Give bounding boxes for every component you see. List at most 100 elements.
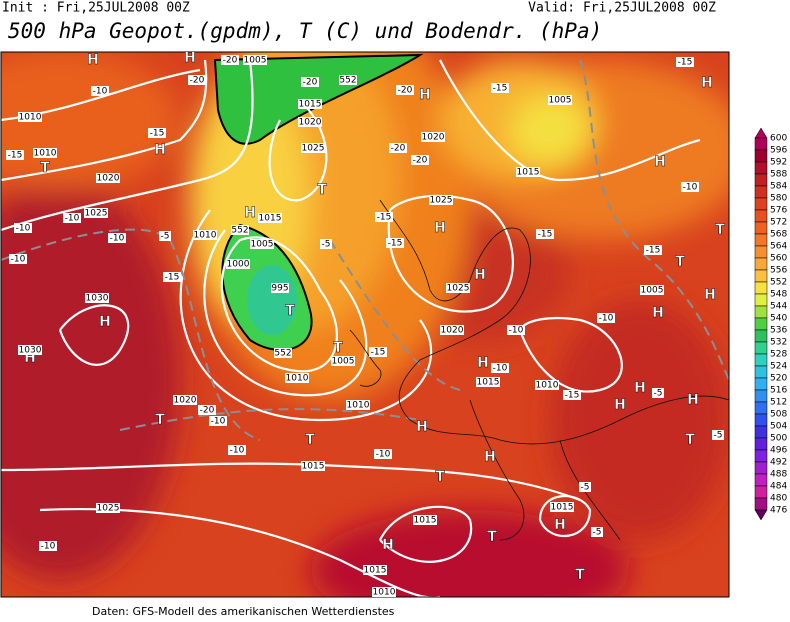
pressure-center-label: H bbox=[184, 50, 196, 66]
pressure-center-label: H bbox=[474, 267, 486, 283]
colorbar-cell bbox=[754, 245, 768, 259]
contour-label: 1005 bbox=[549, 96, 572, 106]
contour-label: -20 bbox=[391, 144, 406, 154]
pressure-center-label: T bbox=[715, 222, 725, 238]
colorbar-label: 516 bbox=[770, 386, 787, 396]
map-label-bg bbox=[18, 112, 42, 122]
map-label-bg bbox=[681, 182, 699, 192]
map-label-bg bbox=[652, 388, 664, 398]
contour-label: 1005 bbox=[251, 240, 274, 250]
pressure-center-label: H bbox=[634, 380, 646, 396]
colorbar-label: 544 bbox=[770, 302, 787, 312]
contour-label: 1025 bbox=[85, 209, 108, 219]
map-label-bg bbox=[421, 132, 445, 142]
map-label-bg bbox=[550, 502, 574, 512]
colorbar-label: 572 bbox=[770, 218, 787, 228]
colorbar-label: 584 bbox=[770, 182, 787, 192]
map-label-bg bbox=[274, 348, 292, 358]
colorbar-label: 596 bbox=[770, 146, 787, 156]
colorbar-cell bbox=[754, 389, 768, 403]
pressure-center-label: H bbox=[416, 419, 428, 435]
map-label-bg bbox=[96, 173, 120, 183]
contour-label: 552 bbox=[231, 226, 248, 236]
map-label-bg bbox=[96, 503, 120, 513]
contour-label: 1015 bbox=[259, 214, 282, 224]
colorbar-label: 548 bbox=[770, 290, 787, 300]
pressure-center-label: H bbox=[434, 220, 446, 236]
contour-label: 1010 bbox=[34, 149, 57, 159]
colorbar-label: 508 bbox=[770, 410, 787, 420]
map-label-bg bbox=[363, 565, 387, 575]
colorbar-cell bbox=[754, 149, 768, 163]
map-label-bg bbox=[346, 400, 370, 410]
map-label-bg bbox=[476, 377, 500, 387]
contour-label: 1010 bbox=[19, 113, 42, 123]
pressure-center-label: T bbox=[40, 160, 50, 176]
colorbar-label: 504 bbox=[770, 422, 787, 432]
map-label-bg bbox=[516, 167, 540, 177]
colorbar-cell bbox=[754, 329, 768, 343]
colorbar-label: 560 bbox=[770, 254, 787, 264]
pressure-center-label: T bbox=[575, 567, 585, 583]
contour-label: 1025 bbox=[97, 504, 120, 514]
pressure-center-label: T bbox=[155, 412, 165, 428]
colorbar-cell bbox=[754, 365, 768, 379]
map-label-bg bbox=[18, 345, 42, 355]
map-label-bg bbox=[33, 148, 57, 158]
contour-label: 1020 bbox=[299, 118, 322, 128]
contour-label: 1015 bbox=[517, 168, 540, 178]
contour-label: -15 bbox=[493, 84, 508, 94]
contour-label: -20 bbox=[190, 76, 205, 86]
contour-label: -10 bbox=[110, 234, 125, 244]
map-label-bg bbox=[591, 527, 603, 537]
map-label-bg bbox=[231, 225, 249, 235]
contour-label: 1015 bbox=[551, 503, 574, 513]
colorbar-cell bbox=[754, 257, 768, 271]
map-label-bg bbox=[271, 283, 289, 293]
colorbar-cell bbox=[754, 161, 768, 175]
contour-label: -10 bbox=[493, 364, 508, 374]
colorbar-label: 580 bbox=[770, 194, 787, 204]
colorbar-label: 536 bbox=[770, 326, 787, 336]
contour-label: 1000 bbox=[227, 260, 250, 270]
contour-label: -10 bbox=[230, 446, 245, 456]
colorbar-label: 528 bbox=[770, 350, 787, 360]
colorbar-cell bbox=[754, 197, 768, 211]
colorbar-label: 540 bbox=[770, 314, 787, 324]
map-label-bg bbox=[298, 117, 322, 127]
colorbar-label: 512 bbox=[770, 398, 787, 408]
map-label-bg bbox=[320, 239, 332, 249]
contour-label: 552 bbox=[339, 76, 356, 86]
map-label-bg bbox=[14, 223, 32, 233]
map-label-bg bbox=[198, 405, 216, 415]
colorbar-label: 576 bbox=[770, 206, 787, 216]
pressure-center-label: H bbox=[484, 449, 496, 465]
map-label-bg bbox=[536, 229, 554, 239]
map-label-bg bbox=[301, 461, 325, 471]
contour-label: -15 bbox=[565, 391, 580, 401]
colorbar-cell bbox=[754, 281, 768, 295]
pressure-center-label: H bbox=[419, 87, 431, 103]
pressure-center-label: H bbox=[704, 287, 716, 303]
map-label-bg bbox=[301, 77, 319, 87]
contour-label: 1015 bbox=[364, 566, 387, 576]
contour-label: -10 bbox=[93, 87, 108, 97]
map-label-bg bbox=[39, 541, 57, 551]
map-label-bg bbox=[491, 363, 509, 373]
contour-label: 1030 bbox=[19, 346, 42, 356]
contour-label: 1025 bbox=[430, 196, 453, 206]
contour-label: -10 bbox=[376, 450, 391, 460]
contour-label: 1010 bbox=[373, 588, 396, 598]
pressure-center-label: H bbox=[652, 305, 664, 321]
contour-label: -5 bbox=[654, 389, 663, 399]
contour-label: -10 bbox=[509, 326, 524, 336]
colorbar-cell bbox=[754, 233, 768, 247]
colorbar-cell bbox=[754, 185, 768, 199]
init-time: Init : Fri,25JUL2008 00Z bbox=[2, 1, 190, 16]
map-label-bg bbox=[369, 347, 387, 357]
colorbar-cell bbox=[754, 305, 768, 319]
pressure-center-label: H bbox=[654, 154, 666, 170]
map-label-bg bbox=[644, 245, 662, 255]
map-label-bg bbox=[243, 55, 267, 65]
